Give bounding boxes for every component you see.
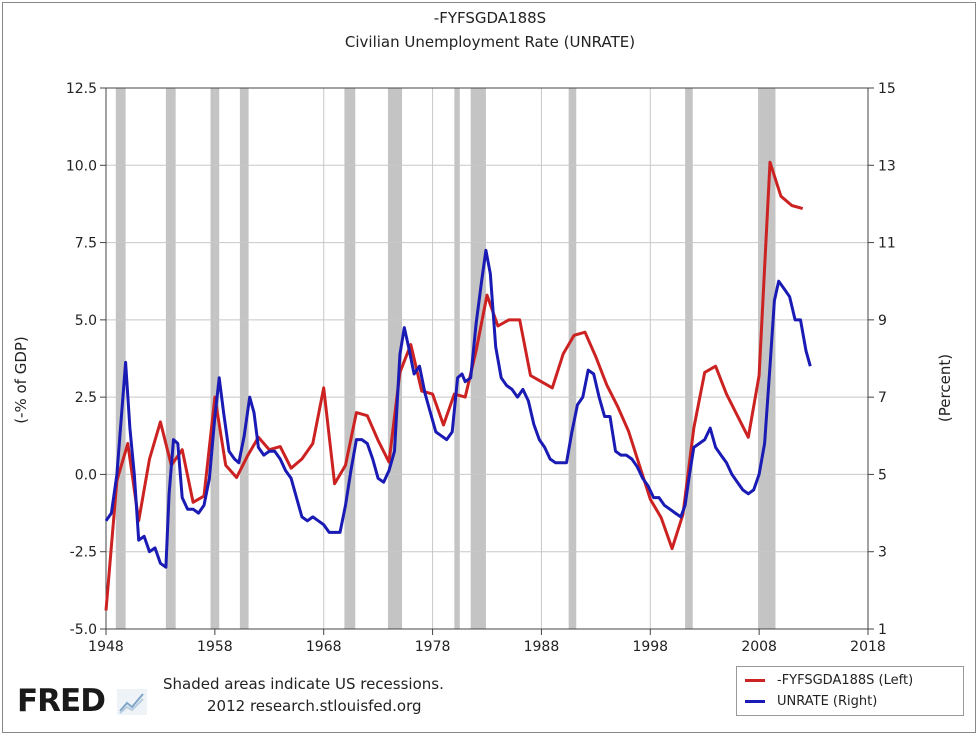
recession-band [685, 88, 693, 629]
recession-band [239, 88, 249, 629]
y-tick-label-left: 0.0 [75, 467, 97, 483]
recession-band [470, 88, 486, 629]
plot-area [106, 88, 868, 629]
y-tick-label-right: 3 [878, 545, 887, 561]
series-line-right [104, 248, 812, 569]
chart-legend: -FYFSGDA188S (Left) UNRATE (Right) [736, 666, 964, 716]
x-tick-label: 2008 [741, 639, 777, 655]
y-tick-label-left: 12.5 [66, 81, 97, 97]
x-tick-label: 1998 [632, 639, 668, 655]
y-tick-label-right: 1 [878, 622, 887, 638]
legend-item-right-series: UNRATE (Right) [745, 691, 877, 711]
chart-subtitle: Civilian Unemployment Rate (UNRATE) [344, 33, 636, 51]
y-tick-label-left: 5.0 [75, 313, 97, 329]
recession-band [568, 88, 577, 629]
y-tick-label-right: 7 [878, 390, 887, 406]
y-tick-label-right: 9 [878, 313, 887, 329]
recession-band [387, 88, 403, 629]
x-tick-label: 1958 [197, 639, 233, 655]
fred-logo: FRED [17, 683, 106, 719]
chart-logo-icon [117, 689, 147, 715]
y-tick-label-right: 11 [878, 236, 896, 252]
plot-border [105, 87, 869, 630]
source-note: 2012 research.stlouisfed.org [207, 697, 422, 715]
recession-note: Shaded areas indicate US recessions. [163, 675, 444, 693]
y-tick-label-left: -5.0 [70, 622, 97, 638]
legend-item-left-series: -FYFSGDA188S (Left) [745, 670, 913, 690]
x-tick-label: 1988 [524, 639, 560, 655]
y-tick-label-left: 2.5 [75, 390, 97, 406]
recession-band [115, 88, 126, 629]
x-tick-label: 1968 [306, 639, 342, 655]
legend-label: -FYFSGDA188S (Left) [777, 672, 914, 688]
y-tick-label-right: 13 [878, 158, 896, 174]
recession-band [454, 88, 460, 629]
legend-swatch [745, 678, 765, 682]
recession-band [165, 88, 176, 629]
y-tick-label-left: -2.5 [70, 545, 97, 561]
legend-swatch [745, 699, 765, 703]
y-tick-label-left: 7.5 [75, 236, 97, 252]
x-tick-label: 2018 [850, 639, 886, 655]
recession-band [758, 88, 776, 629]
x-tick-label: 1948 [88, 639, 124, 655]
y-tick-label-right: 5 [878, 467, 887, 483]
y-tick-label-right: 15 [878, 81, 896, 97]
y-tick-label-left: 10.0 [66, 158, 97, 174]
legend-label: UNRATE (Right) [777, 693, 878, 709]
x-tick-label: 1978 [415, 639, 451, 655]
chart-title: -FYFSGDA188S [433, 9, 547, 27]
recession-band [344, 88, 356, 629]
